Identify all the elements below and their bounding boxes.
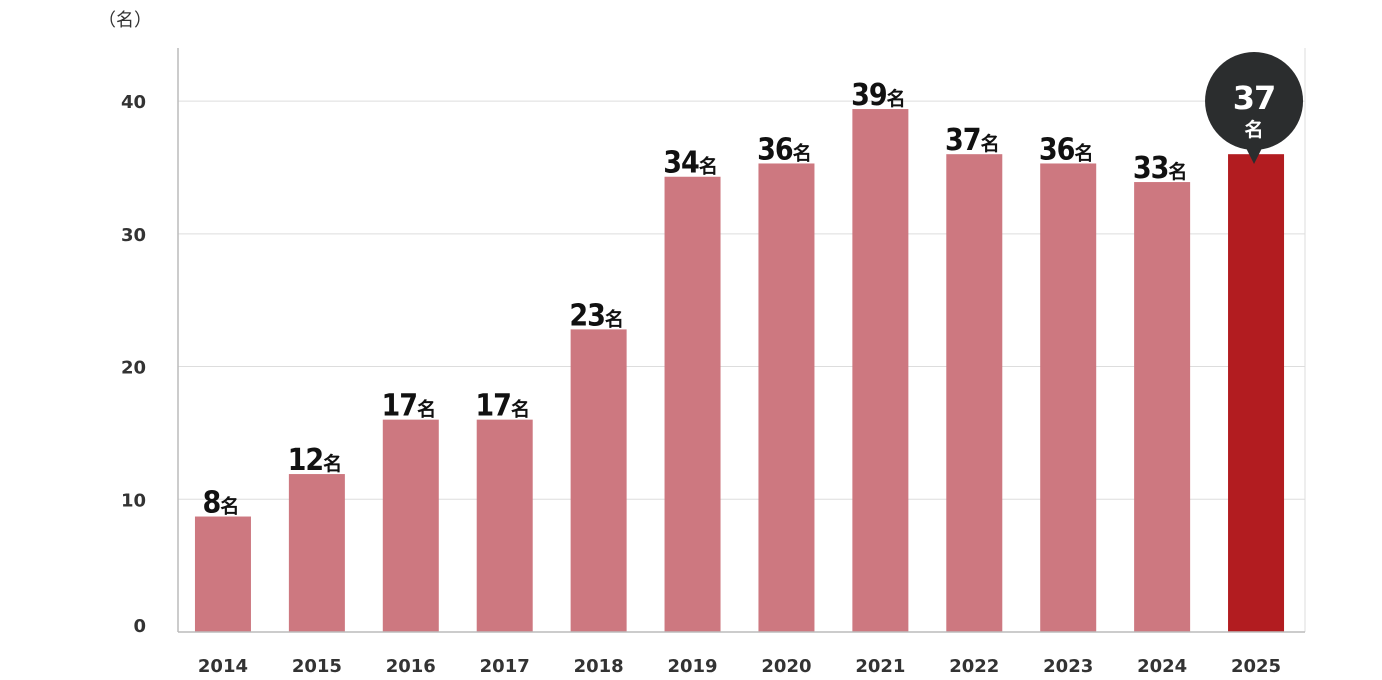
data-label-2014: 8名: [203, 486, 240, 521]
x-tick-label: 2015: [292, 656, 342, 677]
bar-2022: [946, 154, 1003, 632]
data-label-2016: 17名: [382, 389, 437, 424]
y-tick-label: 20: [121, 358, 146, 379]
data-label-2018: 23名: [569, 298, 624, 333]
data-label-2021: 39名: [851, 78, 906, 113]
gridlines: [178, 100, 1305, 500]
bar-2019: [664, 176, 721, 632]
bar-2023: [1040, 163, 1097, 633]
bar-2021: [852, 109, 909, 632]
bar-2024: [1134, 182, 1191, 632]
highlight-unit-label: 名: [1245, 118, 1264, 141]
y-tick-label: 0: [133, 616, 146, 637]
bar-2017: [476, 419, 533, 632]
x-tick-label: 2018: [574, 656, 624, 677]
data-label-2020: 36名: [757, 132, 812, 167]
x-tick-label: 2025: [1231, 656, 1281, 677]
bar-2025: [1228, 154, 1285, 632]
x-tick-label: 2016: [386, 656, 436, 677]
bar-2018: [570, 329, 627, 632]
y-tick-label: 30: [121, 225, 146, 246]
x-tick-label: 2023: [1043, 656, 1093, 677]
y-axis-unit-label: （名）: [98, 10, 152, 31]
data-label-2019: 34名: [663, 146, 718, 181]
x-tick-label: 2022: [949, 656, 999, 677]
x-axis-ticks: 2014 2015 2016 2017 2018 2019 2020 2021 2022 2023…: [198, 656, 1281, 677]
highlight-bubble: [1205, 52, 1304, 150]
y-tick-label: 10: [121, 490, 146, 511]
data-label-2024: 33名: [1133, 151, 1188, 186]
x-tick-label: 2014: [198, 656, 248, 677]
bar-2020: [758, 163, 815, 633]
data-label-2017: 17名: [475, 389, 530, 424]
x-tick-label: 2024: [1137, 656, 1187, 677]
data-labels: 8名 12名 17名 17名 23名 34名 36名 39名 37名 36名 33名 37名: [203, 52, 1304, 521]
data-label-2015: 12名: [288, 443, 343, 478]
x-tick-label: 2019: [667, 656, 717, 677]
y-axis-ticks: 0 10 20 30 40: [121, 92, 146, 637]
x-tick-label: 2017: [480, 656, 530, 677]
highlight-bubble-pointer: [1244, 144, 1265, 164]
highlight-value-label: 37: [1233, 79, 1276, 117]
x-tick-label: 2021: [855, 656, 905, 677]
data-label-2023: 36名: [1039, 132, 1094, 167]
y-tick-label: 40: [121, 92, 146, 113]
bar-2014: [194, 516, 251, 632]
data-label-2022: 37名: [945, 123, 1000, 158]
axes: [177, 48, 1306, 633]
bar-2016: [382, 419, 439, 632]
bars: [194, 109, 1285, 633]
x-tick-label: 2020: [761, 656, 811, 677]
bar-2015: [288, 474, 345, 632]
